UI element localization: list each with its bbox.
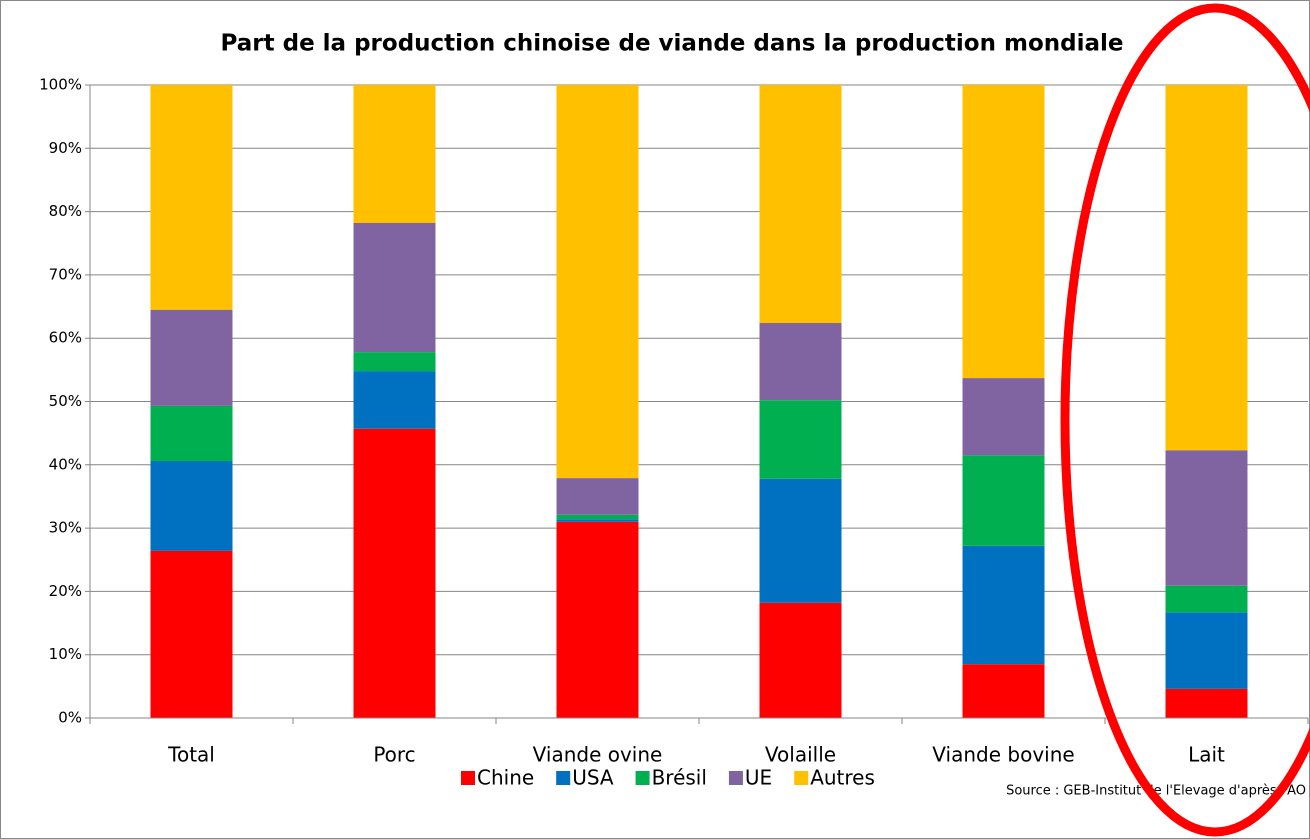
bar-segment (556, 85, 639, 479)
bar-segment (150, 461, 233, 551)
y-tick-label: 10% (49, 645, 82, 663)
bar-segment (353, 222, 436, 353)
bar-segment (759, 323, 842, 401)
bar-segment (150, 85, 233, 310)
bar-segment (759, 478, 842, 603)
legend-label: Brésil (652, 766, 707, 790)
bar-segment (1165, 585, 1248, 613)
bar-segment (556, 519, 639, 522)
x-tick-label: Viande ovine (533, 743, 663, 767)
bar-segment (353, 371, 436, 429)
x-tick-label: Lait (1188, 743, 1225, 767)
legend-swatch (461, 771, 475, 785)
legend-label: Autres (810, 766, 875, 790)
bar-segment (1165, 688, 1248, 718)
y-tick-label: 70% (49, 265, 82, 283)
bar-segment (150, 405, 233, 462)
bar-segment (353, 352, 436, 372)
bar-segment (962, 85, 1045, 379)
bar-segment (962, 378, 1045, 456)
bar-segment (556, 521, 639, 718)
legend-swatch (556, 771, 571, 785)
y-tick-label: 0% (58, 709, 82, 727)
y-tick-label: 90% (49, 139, 82, 157)
bar-segment (150, 309, 233, 406)
bar-segment (353, 428, 436, 718)
y-tick-label: 80% (49, 202, 82, 220)
y-tick-label: 20% (49, 582, 82, 600)
legend-label: USA (572, 766, 614, 790)
bar-segment (556, 514, 639, 520)
legend-label: Chine (477, 766, 534, 790)
legend: Chine USA Brésil UE Autres (461, 766, 875, 790)
bar-segment (556, 478, 639, 515)
bar-segment (150, 550, 233, 718)
y-tick-label: 30% (49, 519, 82, 537)
legend-swatch (728, 771, 743, 785)
y-tick-label: 40% (49, 455, 82, 473)
bar-segment (962, 545, 1045, 665)
legend-swatch (794, 771, 809, 785)
source-note: Source : GEB-Institut de l'Elevage d'apr… (1006, 784, 1306, 799)
plot-area: 0% 10% 20% 30% 40% 50% 60% 70% 80% 90% 100% Total Po… (39, 76, 1309, 767)
bar-segment (1165, 85, 1248, 451)
x-tick-label: Volaille (765, 743, 836, 767)
x-tick-label: Viande bovine (932, 743, 1074, 767)
y-tick-label: 100% (39, 76, 82, 94)
legend-swatch (635, 771, 650, 785)
bar-segment (962, 455, 1045, 546)
bar-segment (962, 664, 1045, 718)
y-tick-label: 50% (49, 392, 82, 410)
bar-segment (1165, 450, 1248, 586)
bar-segment (1165, 612, 1248, 689)
bar-segment (759, 400, 842, 479)
bar-segment (353, 85, 436, 223)
x-tick-label: Porc (373, 743, 415, 767)
chart-title: Part de la production chinoise de viande… (221, 31, 1124, 57)
x-tick-label: Total (167, 743, 215, 767)
highlight-ellipse (1060, 3, 1310, 837)
legend-label: UE (745, 766, 772, 790)
y-tick-label: 60% (49, 329, 82, 347)
bar-segment (759, 602, 842, 718)
bar-segment (759, 85, 842, 324)
